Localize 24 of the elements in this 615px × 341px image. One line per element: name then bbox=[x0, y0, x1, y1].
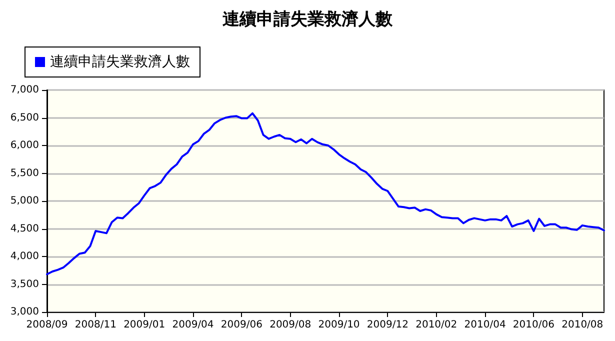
y-tick-label: 3,500 bbox=[10, 278, 39, 290]
x-tick-label: 2008/11 bbox=[74, 320, 116, 330]
x-tick-label: 2009/01 bbox=[124, 320, 166, 330]
y-tick-label: 6,500 bbox=[10, 112, 39, 124]
y-tick-label: 6,000 bbox=[10, 140, 39, 151]
y-tick-label: 5,000 bbox=[10, 196, 39, 206]
x-tick-label: 2009/06 bbox=[220, 320, 262, 330]
y-tick-label: 3,000 bbox=[10, 306, 39, 318]
legend-label: 連續申請失業救濟人數 bbox=[50, 54, 190, 70]
chart-title: 連續申請失業救濟人數 bbox=[222, 10, 394, 30]
x-tick-label: 2010/04 bbox=[464, 320, 506, 330]
line-series bbox=[46, 112, 605, 276]
y-tick-label: 7,000 bbox=[10, 84, 39, 96]
y-tick-label: 4,500 bbox=[10, 223, 39, 234]
x-tick-label: 2010/08 bbox=[562, 320, 604, 330]
x-tick-label: 2010/06 bbox=[512, 320, 554, 330]
y-tick-label: 4,000 bbox=[10, 251, 39, 262]
x-tick-label: 2010/02 bbox=[416, 320, 458, 330]
x-tick-label: 2009/12 bbox=[366, 320, 408, 330]
x-tick-label: 2009/08 bbox=[270, 320, 312, 330]
x-tick-label: 2008/09 bbox=[26, 320, 68, 330]
x-tick-label: 2009/10 bbox=[318, 320, 360, 330]
x-tick-label: 2009/04 bbox=[172, 320, 214, 330]
y-tick-label: 5,500 bbox=[10, 168, 39, 179]
